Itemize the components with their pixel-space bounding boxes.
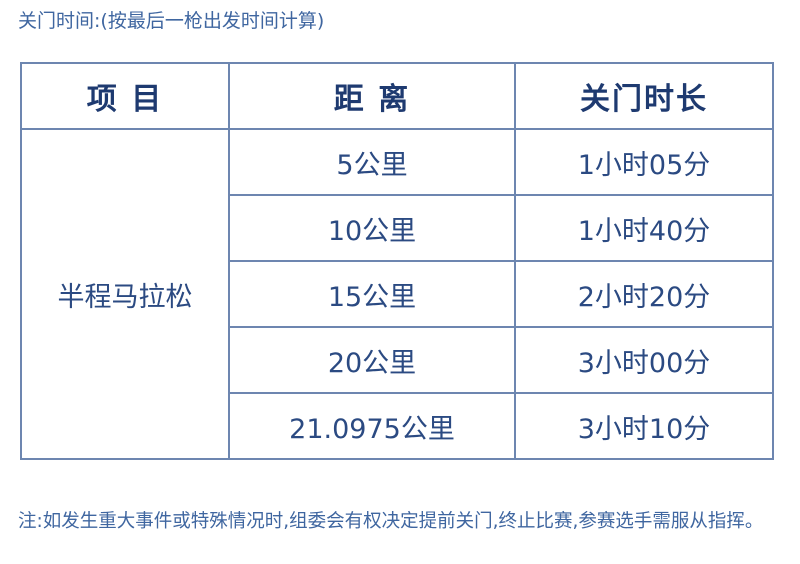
footnote: 注:如发生重大事件或特殊情况时,组委会有权决定提前关门,终止比赛,参赛选手需服从…	[18, 511, 764, 532]
table-row: 20公里 3小时00分	[21, 326, 774, 394]
caption: 关门时间:(按最后一枪出发时间计算)	[18, 10, 325, 32]
header-event: 项 目	[20, 62, 230, 130]
cutoff-cell: 1小时05分	[514, 128, 774, 196]
cutoff-cell: 2小时20分	[514, 260, 774, 328]
cutoff-cell: 1小时40分	[514, 194, 774, 262]
header-cutoff: 关门时长	[514, 62, 774, 130]
table-row: 15公里 2小时20分	[21, 260, 774, 328]
table-row: 21.0975公里 3小时10分	[21, 392, 774, 460]
event-cell: 半程马拉松	[20, 128, 230, 460]
table-header-row: 项 目 距 离 关门时长	[20, 62, 774, 130]
table-row: 半程马拉松 5公里 1小时05分	[20, 128, 774, 460]
header-distance: 距 离	[228, 62, 516, 130]
cutoff-cell: 3小时10分	[514, 392, 774, 460]
table-row: 10公里 1小时40分	[21, 194, 774, 262]
distance-cell: 20公里	[228, 326, 516, 394]
cutoff-time-table: 项 目 距 离 关门时长 半程马拉松 5公里 1小时05分 10公里 1小时40…	[20, 62, 774, 460]
distance-cell: 10公里	[228, 194, 516, 262]
distance-cell: 15公里	[228, 260, 516, 328]
distance-cell: 21.0975公里	[228, 392, 516, 460]
distance-cell: 5公里	[228, 128, 516, 196]
cutoff-cell: 3小时00分	[514, 326, 774, 394]
